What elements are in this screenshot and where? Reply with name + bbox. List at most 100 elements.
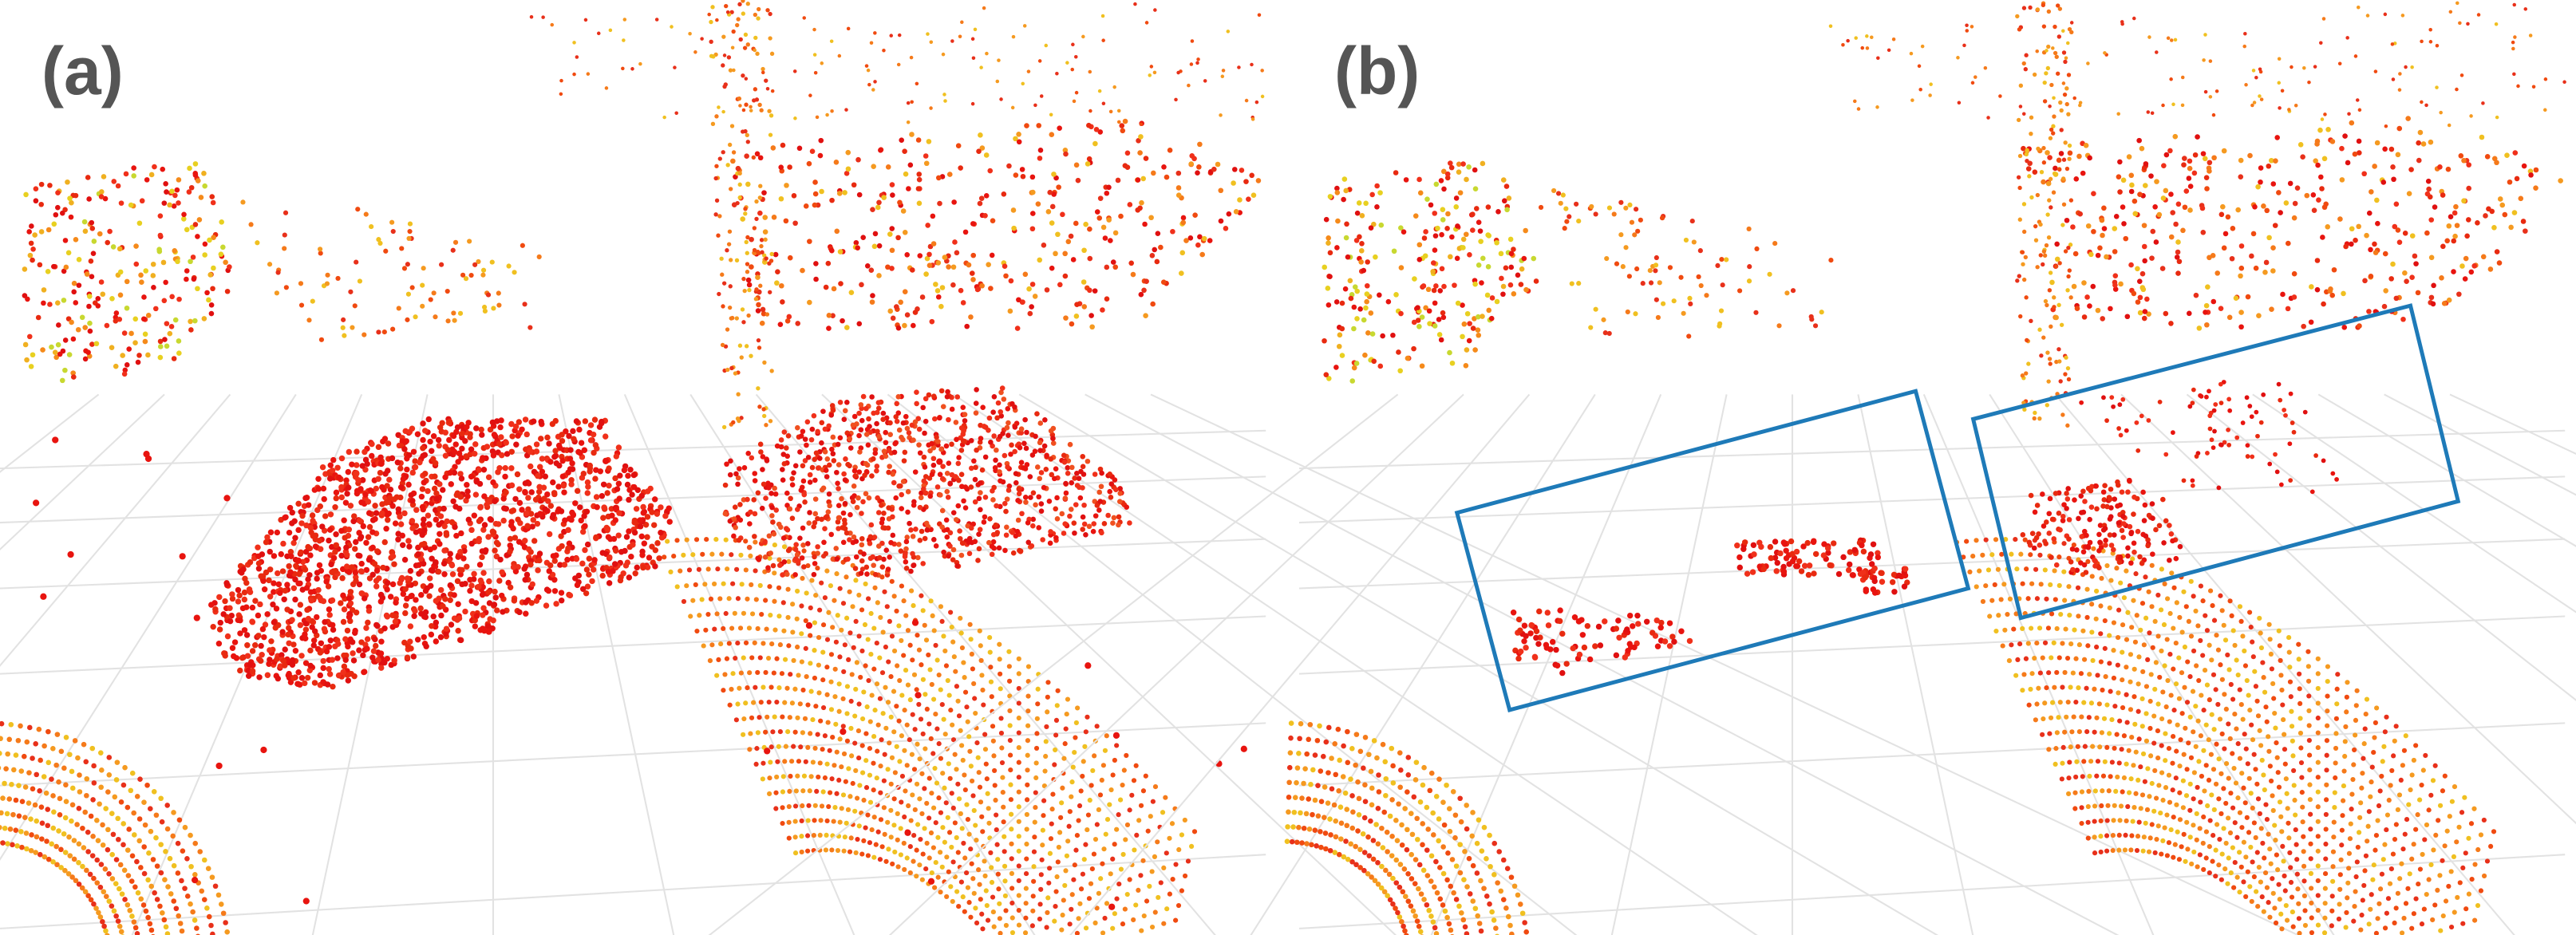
point [596,31,601,36]
point [869,473,875,479]
point [882,831,887,837]
point [887,420,893,426]
point [295,669,302,676]
point [307,662,314,669]
point [753,35,758,41]
point [809,148,816,155]
point [34,771,40,778]
point [958,879,964,885]
point [364,636,371,642]
point [745,277,752,283]
point [727,229,733,234]
point [486,578,492,585]
point [1044,452,1049,459]
point [731,516,737,522]
point [673,65,677,69]
point [1135,177,1141,183]
point [907,162,914,168]
point [935,294,942,300]
point [801,564,807,570]
point [792,69,797,73]
point [858,427,864,432]
point [780,805,785,811]
point [342,499,350,506]
point [808,633,813,638]
point [772,627,778,633]
point [212,883,219,890]
point [980,926,986,932]
point [747,521,753,527]
point [763,495,768,501]
point [51,221,57,227]
point [1033,760,1039,766]
point [937,200,942,207]
point [1123,837,1128,842]
point [1092,753,1097,759]
point [813,70,818,75]
point [817,832,823,838]
point [1037,901,1043,907]
point [1073,735,1078,740]
point [425,521,433,527]
point [725,327,730,332]
point [945,677,950,684]
point [21,753,27,759]
point [1102,235,1108,241]
point [1118,866,1124,872]
point [846,657,851,662]
point [90,834,96,839]
point [1116,120,1121,124]
point [739,355,744,360]
point [887,554,892,560]
point [299,586,306,593]
point [896,542,902,547]
point [131,165,136,171]
point [880,711,886,716]
point [508,519,515,525]
point [946,264,951,270]
point [339,575,346,582]
point [22,341,29,348]
point [88,897,94,903]
point [891,729,897,735]
point [1257,13,1262,18]
point [900,208,907,214]
point [929,681,934,688]
point [83,759,89,765]
point [1074,470,1080,476]
point [765,86,770,91]
point [932,765,938,771]
point [462,608,468,615]
point [195,178,201,183]
point [1034,716,1040,721]
point [397,484,405,491]
point [240,566,247,573]
point [930,537,937,542]
point [1011,34,1016,39]
point [968,525,974,531]
point [113,363,119,369]
point [784,183,789,188]
point [1156,894,1161,901]
point [593,534,599,541]
point [1042,768,1048,774]
point [302,620,309,627]
point [795,507,800,512]
point [690,552,696,558]
point [1052,762,1057,767]
point [917,450,923,456]
point [264,672,271,678]
point [871,562,876,568]
point [903,413,909,420]
point [245,673,252,679]
point [998,930,1003,935]
point [839,495,844,502]
point [587,462,594,469]
point [781,628,787,633]
point [851,182,857,188]
point [1048,456,1054,462]
point [157,232,164,239]
point [577,450,583,456]
point [389,219,395,225]
point [1090,528,1096,535]
